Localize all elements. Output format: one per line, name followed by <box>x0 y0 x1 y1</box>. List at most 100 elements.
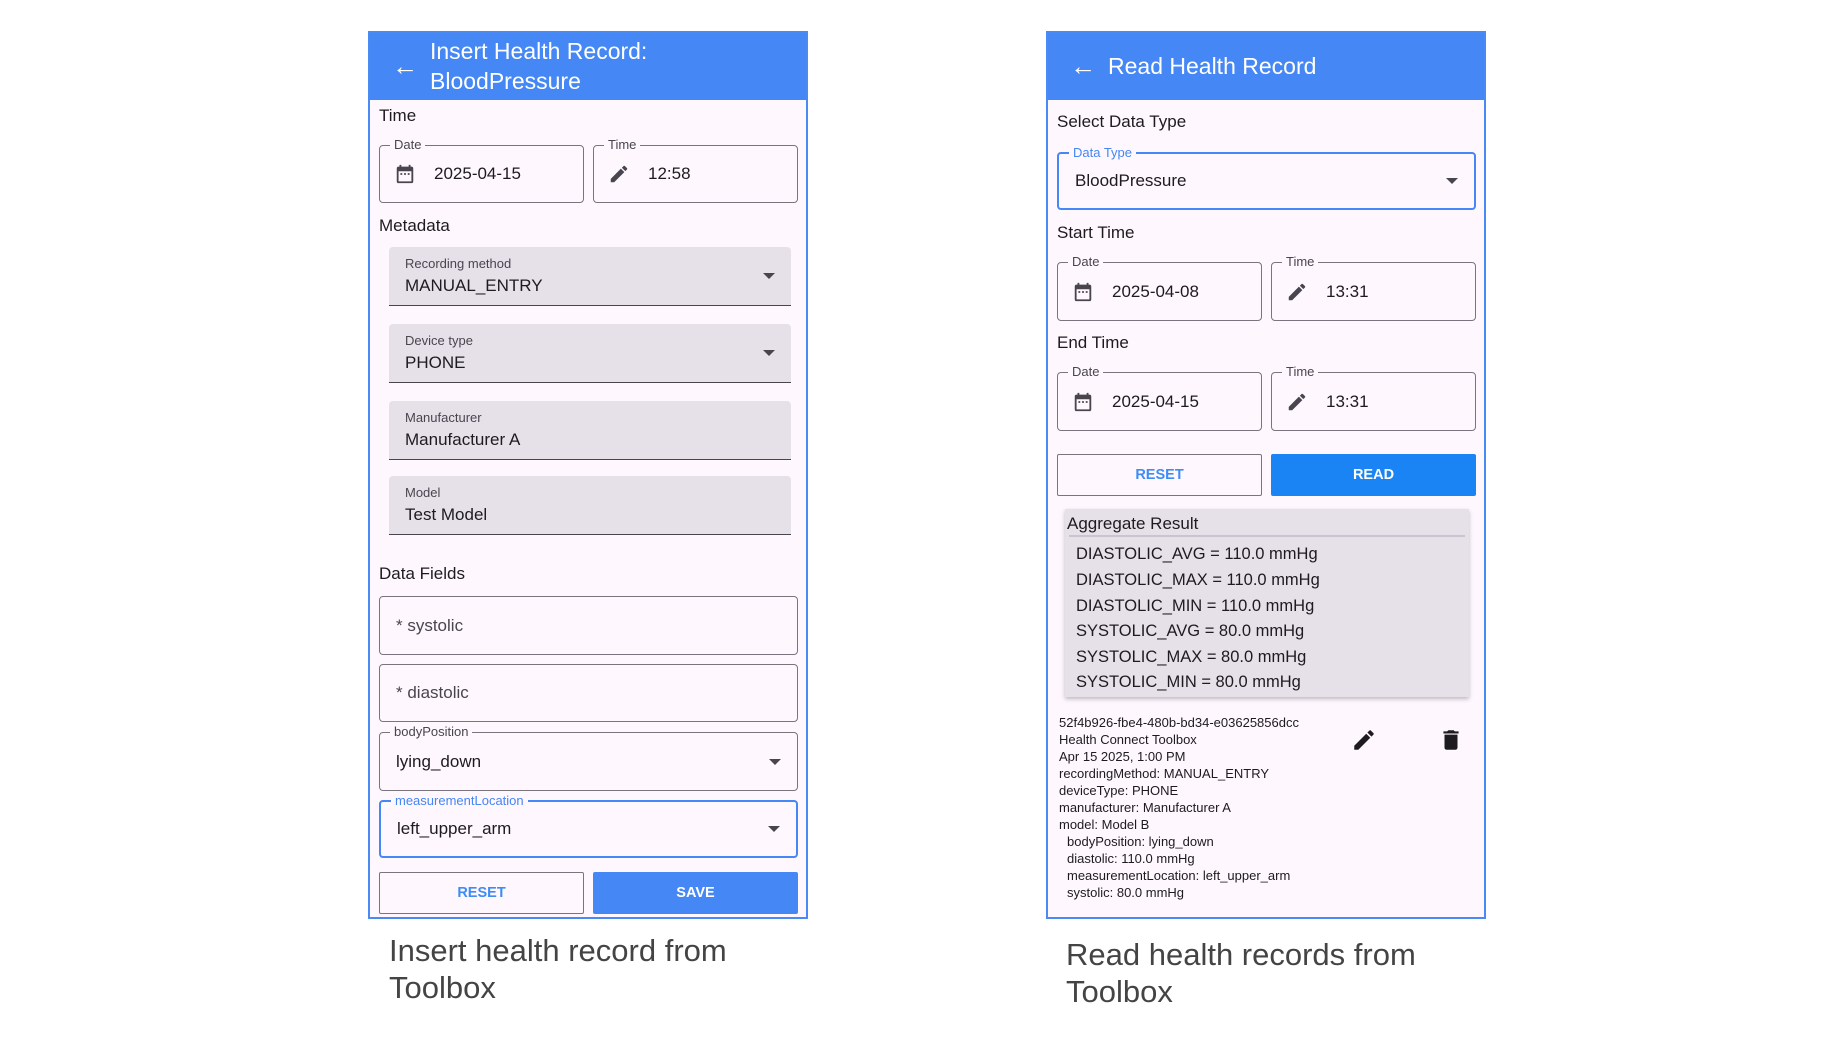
end-date-field[interactable]: Date 2025-04-15 <box>1057 364 1262 431</box>
data-type-select[interactable]: Data Type BloodPressure <box>1057 145 1476 210</box>
page-title: Read Health Record <box>1108 53 1317 79</box>
manufacturer-label: Manufacturer <box>405 410 482 425</box>
aggregate-row: DIASTOLIC_MIN = 110.0 mmHg <box>1076 597 1315 615</box>
time-value: 12:58 <box>648 164 691 183</box>
record-device-type: deviceType: PHONE <box>1059 783 1179 798</box>
record-manufacturer: manufacturer: Manufacturer A <box>1059 800 1231 815</box>
device-type-value: PHONE <box>405 353 466 372</box>
date-field[interactable]: Date 2025-04-15 <box>379 137 584 203</box>
calendar-icon <box>396 164 414 184</box>
start-date-value: 2025-04-08 <box>1112 281 1199 301</box>
recording-method-label: Recording method <box>405 256 512 271</box>
device-type-label: Device type <box>405 333 473 348</box>
back-arrow-icon[interactable]: ← <box>1070 51 1096 81</box>
record-time: Apr 15 2025, 1:00 PM <box>1059 749 1186 764</box>
manufacturer-value: Manufacturer A <box>405 430 521 449</box>
data-fields-section-label: Data Fields <box>379 564 465 583</box>
start-time-value: 13:31 <box>1326 281 1369 301</box>
read-record-screen: ← Read Health Record Select Data Type Da… <box>1046 31 1486 919</box>
diastolic-placeholder: * diastolic <box>396 683 469 702</box>
divider <box>1069 535 1465 537</box>
manufacturer-input[interactable]: Manufacturer Manufacturer A <box>389 401 791 460</box>
body-position-value: lying_down <box>396 751 482 771</box>
dropdown-arrow-icon <box>1446 178 1458 184</box>
record-diastolic: diastolic: 110.0 mmHg <box>1067 851 1195 866</box>
measurement-location-label: measurementLocation <box>391 793 528 808</box>
record-systolic: systolic: 80.0 mmHg <box>1067 885 1185 900</box>
time-label: Time <box>1282 364 1319 379</box>
record-source: Health Connect Toolbox <box>1059 732 1197 747</box>
end-time-label: End Time <box>1057 333 1129 352</box>
model-label: Model <box>405 485 441 500</box>
aggregate-row: SYSTOLIC_MIN = 80.0 mmHg <box>1076 673 1301 691</box>
date-label: Date <box>390 137 426 152</box>
aggregate-row: DIASTOLIC_AVG = 110.0 mmHg <box>1076 545 1318 563</box>
select-data-type-label: Select Data Type <box>1057 112 1187 131</box>
diastolic-input[interactable]: * diastolic <box>379 664 798 722</box>
metadata-section-label: Metadata <box>379 216 450 235</box>
aggregate-title: Aggregate Result <box>1067 514 1199 533</box>
start-date-field[interactable]: Date 2025-04-08 <box>1057 254 1262 321</box>
end-time-field[interactable]: Time 13:31 <box>1271 364 1476 431</box>
back-arrow-icon[interactable]: ← <box>392 51 418 81</box>
app-bar: ← Insert Health Record: BloodPressure <box>370 33 806 100</box>
reset-button[interactable]: RESET <box>1057 454 1262 496</box>
read-button[interactable]: READ <box>1271 454 1476 496</box>
app-bar: ← Read Health Record <box>1048 33 1484 100</box>
data-type-label: Data Type <box>1069 145 1137 160</box>
data-type-value: BloodPressure <box>1075 171 1187 190</box>
recording-method-select[interactable]: Recording method MANUAL_ENTRY <box>389 247 791 306</box>
trash-icon[interactable] <box>1438 727 1464 753</box>
calendar-icon <box>1074 282 1092 301</box>
insert-record-screen: ← Insert Health Record: BloodPressure Ti… <box>368 31 808 919</box>
dropdown-arrow-icon <box>763 273 775 279</box>
left-caption-line2: Toolbox <box>389 970 496 1005</box>
save-button[interactable]: SAVE <box>593 872 798 914</box>
dropdown-arrow-icon <box>769 758 781 765</box>
aggregate-row: SYSTOLIC_MAX = 80.0 mmHg <box>1076 648 1307 666</box>
time-label: Time <box>1282 254 1319 269</box>
record-body-position: bodyPosition: lying_down <box>1067 834 1214 849</box>
reset-button[interactable]: RESET <box>379 872 584 914</box>
systolic-placeholder: * systolic <box>396 615 464 635</box>
body-position-label: bodyPosition <box>390 724 473 739</box>
dropdown-arrow-icon <box>768 826 780 832</box>
aggregate-row: DIASTOLIC_MAX = 110.0 mmHg <box>1076 571 1320 589</box>
right-caption-line1: Read health records from <box>1066 937 1416 972</box>
edit-pencil-icon[interactable] <box>1351 727 1377 753</box>
left-caption-line1: Insert health record from <box>389 933 727 968</box>
page-title-line2: BloodPressure <box>430 68 581 94</box>
time-label: Time <box>604 137 641 152</box>
time-section-label: Time <box>379 106 417 125</box>
recording-method-value: MANUAL_ENTRY <box>405 276 543 295</box>
start-time-field[interactable]: Time 13:31 <box>1271 254 1476 321</box>
date-label: Date <box>1068 254 1104 269</box>
date-value: 2025-04-15 <box>434 164 521 183</box>
systolic-input[interactable]: * systolic <box>379 596 798 655</box>
pencil-icon <box>1288 283 1306 300</box>
pencil-icon <box>1288 393 1306 410</box>
date-label: Date <box>1068 364 1104 379</box>
end-date-value: 2025-04-15 <box>1112 391 1199 411</box>
time-field[interactable]: Time 12:58 <box>593 137 798 203</box>
start-time-label: Start Time <box>1057 223 1135 242</box>
record-model: model: Model B <box>1059 817 1150 832</box>
record-item: 52f4b926-fbe4-480b-bd34-e03625856dcc Hea… <box>1059 714 1299 901</box>
record-id: 52f4b926-fbe4-480b-bd34-e03625856dcc <box>1059 715 1299 730</box>
record-measurement-location: measurementLocation: left_upper_arm <box>1067 868 1291 883</box>
measurement-location-select[interactable]: measurementLocation left_upper_arm <box>379 793 798 858</box>
end-time-value: 13:31 <box>1326 391 1369 411</box>
page-title-line1: Insert Health Record: <box>430 38 648 64</box>
record-recording-method: recordingMethod: MANUAL_ENTRY <box>1059 766 1270 781</box>
right-caption-line2: Toolbox <box>1066 974 1173 1009</box>
device-type-select[interactable]: Device type PHONE <box>389 324 791 383</box>
model-value: Test Model <box>405 505 488 524</box>
dropdown-arrow-icon <box>763 350 775 356</box>
calendar-icon <box>1074 392 1092 411</box>
pencil-icon <box>610 165 628 183</box>
aggregate-result-card: Aggregate Result DIASTOLIC_AVG = 110.0 m… <box>1065 509 1469 697</box>
aggregate-row: SYSTOLIC_AVG = 80.0 mmHg <box>1076 622 1305 640</box>
model-input[interactable]: Model Test Model <box>389 476 791 535</box>
measurement-location-value: left_upper_arm <box>397 819 512 838</box>
body-position-select[interactable]: bodyPosition lying_down <box>379 724 798 791</box>
